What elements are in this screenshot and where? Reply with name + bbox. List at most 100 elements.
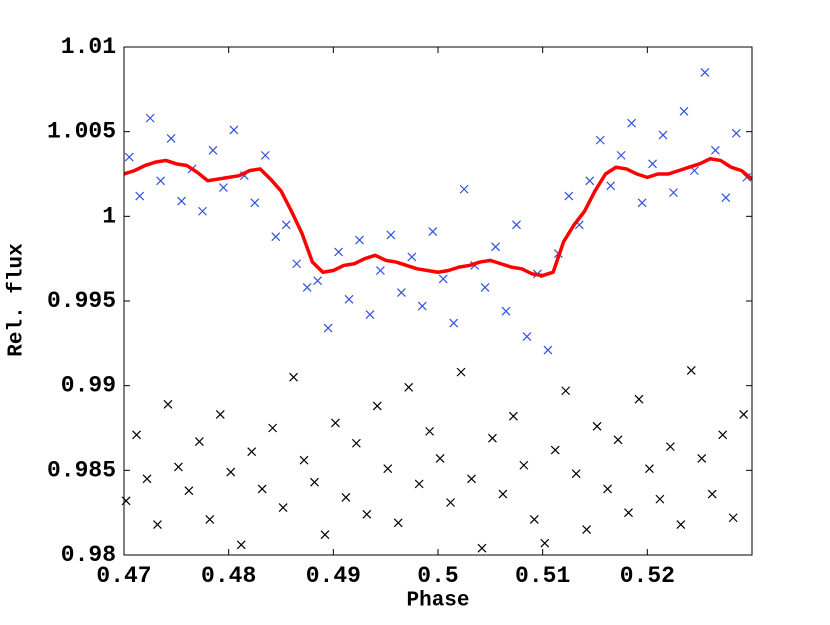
marker-x xyxy=(396,288,406,297)
marker-x xyxy=(156,176,166,186)
marker-x xyxy=(135,191,145,201)
marker-x xyxy=(425,426,435,436)
marker-x xyxy=(281,220,291,230)
marker-x xyxy=(208,145,218,155)
marker-x xyxy=(564,191,574,201)
x-tick-label: 0.5 xyxy=(417,563,458,589)
marker-x xyxy=(257,484,267,494)
marker-x xyxy=(302,283,312,292)
y-tick-label: 0.99 xyxy=(61,373,116,399)
marker-x xyxy=(707,489,717,499)
marker-x xyxy=(585,176,595,186)
marker-x xyxy=(512,220,521,230)
marker-x xyxy=(320,530,330,540)
marker-x xyxy=(219,183,228,192)
marker-x xyxy=(655,494,665,504)
marker-x xyxy=(323,323,333,333)
marker-x xyxy=(728,513,738,523)
marker-x xyxy=(543,345,553,355)
marker-x xyxy=(477,543,487,553)
plot-area xyxy=(124,47,752,555)
marker-x xyxy=(236,540,246,550)
marker-x xyxy=(739,410,749,419)
marker-x xyxy=(571,469,581,479)
marker-x xyxy=(271,232,281,242)
marker-x xyxy=(372,401,382,411)
y-tick-label: 0.98 xyxy=(61,542,116,568)
marker-x xyxy=(508,411,518,421)
y-axis-label: Rel. flux xyxy=(6,243,29,357)
marker-x xyxy=(459,184,469,194)
marker-x xyxy=(669,188,678,198)
marker-x xyxy=(184,486,194,496)
marker-x xyxy=(194,437,204,446)
marker-x xyxy=(383,464,393,474)
marker-x xyxy=(334,247,343,257)
marker-x xyxy=(595,135,605,145)
marker-x xyxy=(501,306,511,316)
marker-x xyxy=(592,421,602,431)
marker-x xyxy=(467,474,476,484)
plot-frame xyxy=(123,46,753,556)
marker-x xyxy=(710,145,720,155)
y-tick-label: 0.995 xyxy=(47,288,116,314)
x-tick-label: 0.51 xyxy=(515,563,570,589)
marker-x xyxy=(446,498,455,507)
marker-x xyxy=(124,152,134,162)
marker-x xyxy=(676,520,686,529)
marker-x xyxy=(163,399,173,409)
marker-x xyxy=(498,489,508,499)
marker-x xyxy=(637,198,647,208)
marker-x xyxy=(491,242,500,252)
marker-x xyxy=(407,252,417,262)
marker-x xyxy=(344,294,354,304)
marker-x xyxy=(438,274,448,284)
marker-x xyxy=(404,382,414,392)
marker-x xyxy=(529,515,539,524)
marker-x xyxy=(268,423,278,433)
marker-x xyxy=(289,372,298,382)
marker-x xyxy=(226,467,236,477)
marker-x xyxy=(679,106,689,116)
marker-x xyxy=(417,301,427,311)
y-tick-label: 1 xyxy=(102,203,116,229)
marker-x xyxy=(721,193,731,203)
x-axis-label: Phase xyxy=(406,590,469,613)
marker-x xyxy=(215,410,225,419)
marker-x xyxy=(435,454,445,463)
marker-x xyxy=(700,67,710,77)
marker-x xyxy=(166,134,176,143)
marker-x xyxy=(292,259,302,269)
marker-x xyxy=(229,125,239,135)
marker-x xyxy=(561,386,571,396)
marker-x xyxy=(145,113,155,123)
marker-x xyxy=(386,230,396,240)
marker-x xyxy=(260,150,270,160)
marker-x xyxy=(142,474,152,484)
marker-x xyxy=(121,496,131,506)
x-tick-label: 0.49 xyxy=(306,563,361,589)
marker-x xyxy=(449,318,459,328)
marker-x xyxy=(488,433,497,443)
marker-x xyxy=(250,198,260,208)
marker-x xyxy=(603,484,612,494)
marker-x xyxy=(658,130,668,140)
marker-x xyxy=(313,276,323,286)
marker-x xyxy=(247,447,257,457)
marker-x xyxy=(198,206,207,216)
model-line xyxy=(123,157,754,278)
marker-x xyxy=(550,445,560,455)
marker-x xyxy=(718,430,728,440)
x-tick-label: 0.52 xyxy=(620,563,675,589)
marker-x xyxy=(355,235,364,245)
y-tick-label: 0.985 xyxy=(47,457,116,483)
marker-x xyxy=(519,460,529,470)
marker-x xyxy=(341,493,351,502)
marker-x xyxy=(331,418,340,428)
marker-x xyxy=(177,196,186,206)
marker-x xyxy=(174,462,183,472)
marker-x xyxy=(299,455,309,465)
marker-x xyxy=(278,503,288,513)
marker-x xyxy=(606,181,616,191)
